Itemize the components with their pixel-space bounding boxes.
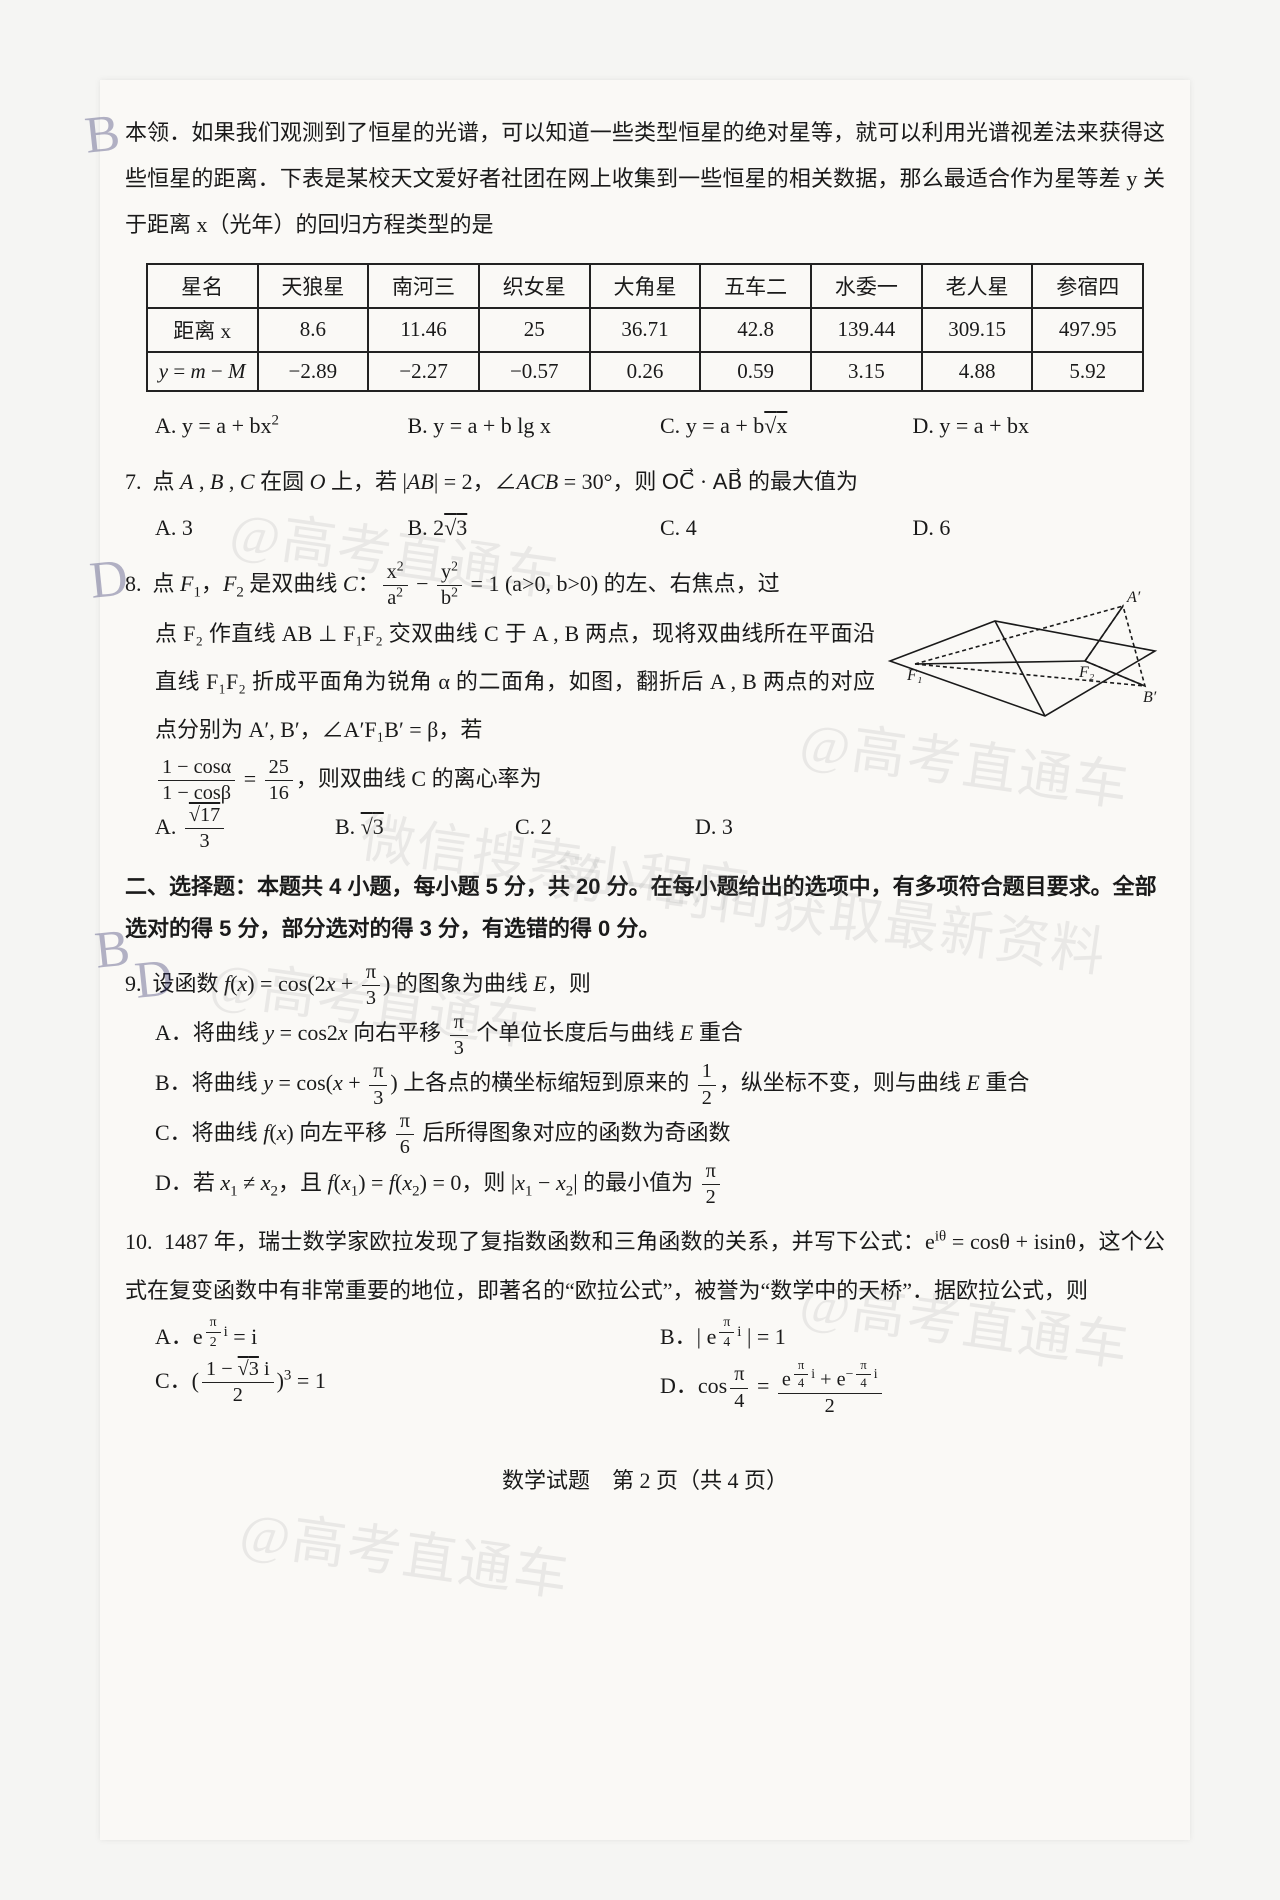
q7-optD: D. 6 [913, 506, 1166, 550]
svg-text:B′: B′ [1143, 689, 1157, 706]
q9-stem: 设函数 f(x) = cos(2x + π3) 的图象为曲线 E，则 [153, 971, 591, 996]
table-header-cell: 天狼星 [258, 264, 369, 308]
table-cell: −2.27 [368, 352, 479, 391]
table-row: 距离 x8.611.462536.7142.8139.44309.15497.9… [147, 308, 1143, 352]
table-header-cell: 水委一 [811, 264, 922, 308]
page-footer: 数学试题 第 2 页（共 4 页） [125, 1463, 1165, 1495]
table-row-label: y = m − M [147, 352, 258, 391]
q10-options-1: A．eπ2i = i B．| eπ4i | = 1 [125, 1315, 1165, 1359]
q8-optD: D. 3 [695, 805, 875, 853]
table-header-cell: 五车二 [700, 264, 811, 308]
q10: 10. 1487 年，瑞士数学家欧拉发现了复指数函数和三角函数的关系，并写下公式… [125, 1218, 1165, 1315]
q8-stem-3: 1 − cosα1 − cosβ = 2516，则双曲线 C 的离心率为 [125, 755, 875, 805]
table-header-cell: 织女星 [479, 264, 590, 308]
q8-optB: B. 3 [335, 805, 515, 853]
q10-optA: A．eπ2i = i [155, 1315, 660, 1359]
table-cell: 0.26 [590, 352, 701, 391]
q6-optA: A. y = a + bx2 [155, 404, 408, 448]
q7-stem: 点 A , B , C 在圆 O 上，若 |AB| = 2，∠ACB = 30°… [153, 469, 859, 494]
q10-optB: B．| eπ4i | = 1 [660, 1315, 1165, 1359]
table-header-cell: 老人星 [922, 264, 1033, 308]
q10-stem: 1487 年，瑞士数学家欧拉发现了复指数函数和三角函数的关系，并写下公式：eiθ… [125, 1229, 1165, 1302]
table-row-label: 距离 x [147, 308, 258, 352]
table-cell: 139.44 [811, 308, 922, 352]
svg-text:F₁: F₁ [906, 667, 922, 684]
table-cell: 8.6 [258, 308, 369, 352]
watermark: @高考直通车 [236, 1487, 576, 1611]
q8: 8. 点 F1，F2 是双曲线 C：x2a2 − y2b2 = 1 (a>0, … [125, 560, 1165, 852]
q9-num: 9. [125, 971, 147, 996]
table-header-cell: 南河三 [368, 264, 479, 308]
q6-optD: D. y = a + bx [913, 404, 1166, 448]
q10-options-2: C．(1 − 3 i2)3 = 1 D．cosπ4 = eπ4i + e−π4i… [125, 1359, 1165, 1417]
q6-options: A. y = a + bx2 B. y = a + b lg x C. y = … [125, 404, 1165, 448]
table-cell: −0.57 [479, 352, 590, 391]
q8-optC: C. 2 [515, 805, 695, 853]
q9: 9. 设函数 f(x) = cos(2x + π3) 的图象为曲线 E，则 [125, 960, 1165, 1010]
q8-num: 8. [125, 571, 147, 596]
q9-optC: C．将曲线 f(x) 向左平移 π6 后所得图象对应的函数为奇函数 [125, 1109, 1165, 1159]
table-header-cell: 星名 [147, 264, 258, 308]
table-cell: 4.88 [922, 352, 1033, 391]
star-table: 星名天狼星南河三织女星大角星五车二水委一老人星参宿四 距离 x8.611.462… [146, 263, 1144, 392]
q8-options: A. 173 B. 3 C. 2 D. 3 [125, 805, 875, 853]
table-cell: 42.8 [700, 308, 811, 352]
q9-optB: B．将曲线 y = cos(x + π3) 上各点的横坐标缩短到原来的 12，纵… [125, 1059, 1165, 1109]
section-2-head: 二、选择题：本题共 4 小题，每小题 5 分，共 20 分。在每小题给出的选项中… [125, 866, 1165, 950]
q7-num: 7. [125, 469, 147, 494]
q6-optC: C. y = a + bx [660, 404, 913, 448]
q10-optD: D．cosπ4 = eπ4i + e−π4i2 [660, 1359, 1165, 1417]
q9-optA: A．将曲线 y = cos2x 向右平移 π3 个单位长度后与曲线 E 重合 [125, 1009, 1165, 1059]
table-header-row: 星名天狼星南河三织女星大角星五车二水委一老人星参宿四 [147, 264, 1143, 308]
q8-figure: A′ B′ F₁ F₂ [885, 560, 1165, 852]
table-cell: 497.95 [1032, 308, 1143, 352]
table-header-cell: 大角星 [590, 264, 701, 308]
q8-stem-2: 点 F₂ 作直线 AB ⊥ F₁F₂ 交双曲线 C 于 A , B 两点，现将双… [125, 610, 875, 755]
q10-num: 10. [125, 1229, 158, 1254]
q8-optA: A. 173 [155, 805, 335, 853]
q7: 7. 点 A , B , C 在圆 O 上，若 |AB| = 2，∠ACB = … [125, 458, 1165, 506]
table-cell: −2.89 [258, 352, 369, 391]
q8-stem: 8. 点 F1，F2 是双曲线 C：x2a2 − y2b2 = 1 (a>0, … [125, 560, 875, 610]
q6-optB: B. y = a + b lg x [408, 404, 661, 448]
fold-diagram-svg: A′ B′ F₁ F₂ [885, 566, 1165, 736]
table-cell: 0.59 [700, 352, 811, 391]
table-row: y = m − M−2.89−2.27−0.570.260.593.154.88… [147, 352, 1143, 391]
q7-optC: C. 4 [660, 506, 913, 550]
table-header-cell: 参宿四 [1032, 264, 1143, 308]
table-cell: 11.46 [368, 308, 479, 352]
svg-text:F₂: F₂ [1078, 664, 1095, 681]
svg-text:A′: A′ [1126, 589, 1141, 606]
q7-options: A. 3 B. 23 C. 4 D. 6 [125, 506, 1165, 550]
q6-intro: 本领．如果我们观测到了恒星的光谱，可以知道一些类型恒星的绝对星等，就可以利用光谱… [125, 110, 1165, 249]
q9-optD: D．若 x1 ≠ x2，且 f(x1) = f(x2) = 0，则 |x1 − … [125, 1159, 1165, 1209]
q10-optC: C．(1 − 3 i2)3 = 1 [155, 1359, 660, 1417]
hand-annotation: B [82, 103, 123, 165]
table-cell: 36.71 [590, 308, 701, 352]
table-cell: 5.92 [1032, 352, 1143, 391]
table-cell: 3.15 [811, 352, 922, 391]
table-cell: 309.15 [922, 308, 1033, 352]
table-cell: 25 [479, 308, 590, 352]
exam-page: 本领．如果我们观测到了恒星的光谱，可以知道一些类型恒星的绝对星等，就可以利用光谱… [100, 80, 1190, 1840]
hand-annotation: D [87, 548, 131, 611]
q7-optA: A. 3 [155, 506, 408, 550]
q7-optB: B. 23 [408, 506, 661, 550]
